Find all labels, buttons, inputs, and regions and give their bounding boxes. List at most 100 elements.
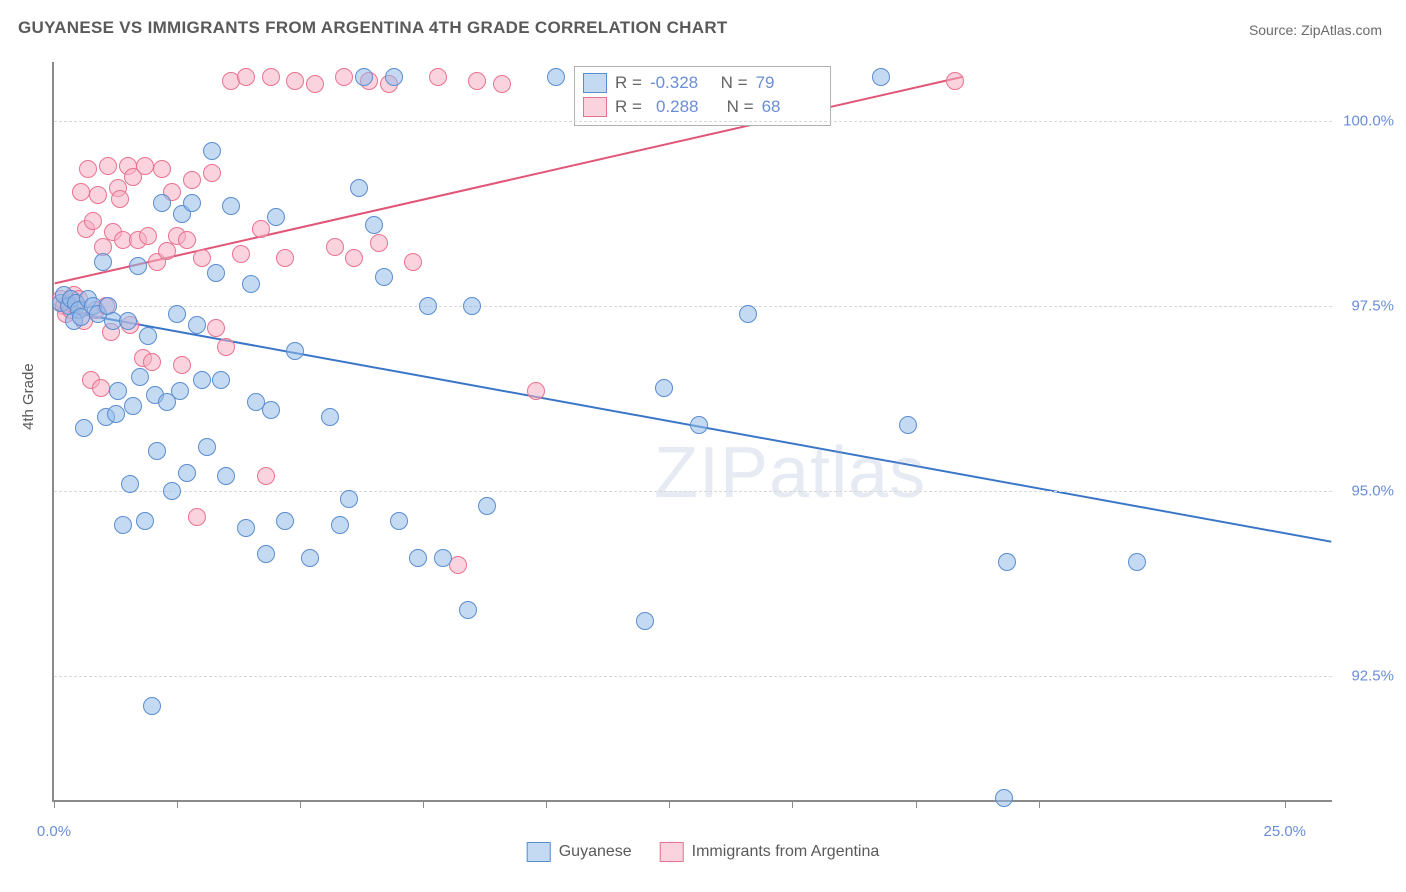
legend-label: Immigrants from Argentina	[692, 843, 880, 861]
scatter-point	[340, 490, 358, 508]
scatter-point	[121, 475, 139, 493]
scatter-point	[178, 231, 196, 249]
scatter-point	[872, 68, 890, 86]
scatter-point	[222, 197, 240, 215]
swatch-blue-icon	[583, 73, 607, 93]
scatter-point	[153, 194, 171, 212]
scatter-point	[404, 253, 422, 271]
watermark: ZIPatlas	[654, 432, 926, 514]
scatter-point	[434, 549, 452, 567]
scatter-point	[129, 257, 147, 275]
scatter-point	[109, 382, 127, 400]
scatter-point	[114, 516, 132, 534]
x-tick-mark	[423, 800, 424, 808]
scatter-point	[183, 171, 201, 189]
scatter-point	[527, 382, 545, 400]
scatter-point	[139, 327, 157, 345]
scatter-point	[385, 68, 403, 86]
r-value-1: -0.328	[650, 71, 708, 95]
correlation-stats-box: R = -0.328 N = 79 R = 0.288 N = 68	[574, 66, 831, 126]
stat-label: N =	[716, 71, 748, 95]
n-value-1: 79	[756, 71, 814, 95]
scatter-point	[163, 482, 181, 500]
legend-label: Guyanese	[559, 843, 632, 861]
scatter-point	[257, 467, 275, 485]
scatter-point	[493, 75, 511, 93]
y-tick-label: 95.0%	[1336, 483, 1394, 500]
legend: Guyanese Immigrants from Argentina	[527, 842, 880, 862]
gridline-h	[54, 121, 1332, 122]
scatter-point	[547, 68, 565, 86]
swatch-blue-icon	[527, 842, 551, 862]
chart-title: GUYANESE VS IMMIGRANTS FROM ARGENTINA 4T…	[18, 18, 728, 38]
stats-row-argentina: R = 0.288 N = 68	[583, 95, 820, 119]
scatter-point	[168, 305, 186, 323]
scatter-point	[468, 72, 486, 90]
scatter-point	[375, 268, 393, 286]
scatter-point	[203, 142, 221, 160]
scatter-point	[217, 467, 235, 485]
x-tick-mark	[177, 800, 178, 808]
scatter-point	[335, 68, 353, 86]
scatter-point	[75, 419, 93, 437]
scatter-point	[173, 356, 191, 374]
scatter-point	[171, 382, 189, 400]
scatter-point	[306, 75, 324, 93]
scatter-point	[92, 379, 110, 397]
x-tick-mark	[669, 800, 670, 808]
r-value-2: 0.288	[650, 95, 714, 119]
swatch-pink-icon	[583, 97, 607, 117]
n-value-2: 68	[762, 95, 820, 119]
legend-item-guyanese: Guyanese	[527, 842, 632, 862]
scatter-point	[136, 157, 154, 175]
scatter-point	[390, 512, 408, 530]
scatter-point	[143, 697, 161, 715]
scatter-point	[690, 416, 708, 434]
watermark-thin: atlas	[769, 433, 926, 513]
y-axis-label: 4th Grade	[20, 363, 37, 430]
scatter-point	[124, 397, 142, 415]
y-tick-label: 100.0%	[1336, 113, 1394, 130]
scatter-point	[276, 249, 294, 267]
x-tick-mark	[792, 800, 793, 808]
scatter-point	[111, 190, 129, 208]
scatter-point	[237, 519, 255, 537]
scatter-point	[207, 264, 225, 282]
scatter-point	[331, 516, 349, 534]
scatter-point	[636, 612, 654, 630]
scatter-point	[139, 227, 157, 245]
scatter-point	[409, 549, 427, 567]
stat-label: R =	[615, 71, 642, 95]
x-tick-mark	[300, 800, 301, 808]
x-tick-mark	[1285, 800, 1286, 808]
scatter-point	[143, 353, 161, 371]
stats-row-guyanese: R = -0.328 N = 79	[583, 71, 820, 95]
scatter-point	[136, 512, 154, 530]
scatter-point	[429, 68, 447, 86]
scatter-point	[463, 297, 481, 315]
scatter-point	[350, 179, 368, 197]
scatter-point	[419, 297, 437, 315]
scatter-point	[237, 68, 255, 86]
scatter-point	[188, 316, 206, 334]
scatter-point	[84, 212, 102, 230]
scatter-point	[276, 512, 294, 530]
scatter-point	[89, 186, 107, 204]
scatter-point	[1128, 553, 1146, 571]
scatter-point	[72, 183, 90, 201]
scatter-point	[119, 312, 137, 330]
x-tick-label: 25.0%	[1263, 823, 1306, 840]
gridline-h	[54, 491, 1332, 492]
scatter-point	[355, 68, 373, 86]
stat-label: N =	[722, 95, 754, 119]
scatter-point	[183, 194, 201, 212]
y-tick-label: 92.5%	[1336, 668, 1394, 685]
scatter-point	[995, 789, 1013, 807]
scatter-point	[193, 249, 211, 267]
scatter-point	[301, 549, 319, 567]
scatter-point	[286, 342, 304, 360]
scatter-plot-area: R = -0.328 N = 79 R = 0.288 N = 68 ZIPat…	[52, 62, 1332, 802]
scatter-point	[326, 238, 344, 256]
scatter-point	[207, 319, 225, 337]
scatter-point	[267, 208, 285, 226]
